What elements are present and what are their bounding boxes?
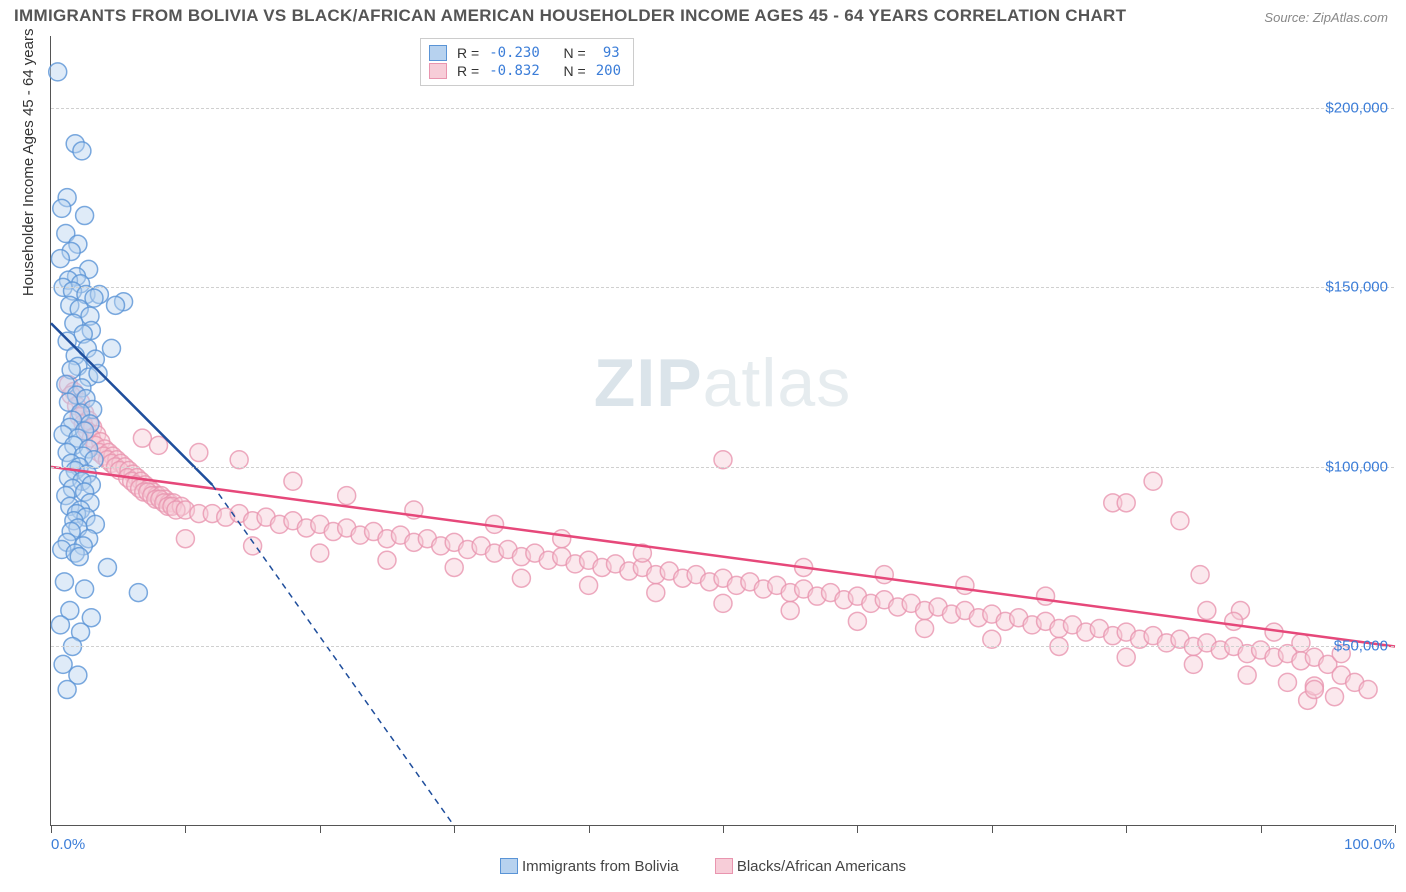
x-tick-label: 100.0% xyxy=(1344,836,1395,853)
y-tick-label: $50,000 xyxy=(1334,638,1388,655)
series-legend: Immigrants from Bolivia Blacks/African A… xyxy=(0,858,1406,879)
source-value: ZipAtlas.com xyxy=(1313,10,1388,25)
swatch-bottom-1 xyxy=(715,858,733,874)
legend-item-1: Blacks/African Americans xyxy=(715,858,906,875)
r-label: R = xyxy=(457,45,479,61)
legend-item-0: Immigrants from Bolivia xyxy=(500,858,679,875)
source-label: Source: xyxy=(1264,10,1309,25)
series-name-1: Blacks/African Americans xyxy=(737,858,906,875)
scatter-svg xyxy=(51,36,1394,825)
r-value-1: -0.832 xyxy=(485,63,544,79)
correlation-legend: R = -0.230 N = 93 R = -0.832 N = 200 xyxy=(420,38,634,86)
legend-row-series-1: R = -0.832 N = 200 xyxy=(429,63,625,79)
series-name-0: Immigrants from Bolivia xyxy=(522,858,679,875)
n-label: N = xyxy=(564,63,586,79)
swatch-series-1 xyxy=(429,63,447,79)
n-value-1: 200 xyxy=(592,63,625,79)
source-attribution: Source: ZipAtlas.com xyxy=(1264,10,1388,25)
r-value-0: -0.230 xyxy=(485,45,544,61)
x-tick-label: 0.0% xyxy=(51,836,85,853)
swatch-series-0 xyxy=(429,45,447,61)
chart-title: IMMIGRANTS FROM BOLIVIA VS BLACK/AFRICAN… xyxy=(14,6,1126,26)
y-axis-label: Householder Income Ages 45 - 64 years xyxy=(20,29,37,297)
n-label: N = xyxy=(564,45,586,61)
r-label: R = xyxy=(457,63,479,79)
y-tick-label: $150,000 xyxy=(1325,279,1388,296)
y-tick-label: $200,000 xyxy=(1325,99,1388,116)
y-tick-label: $100,000 xyxy=(1325,458,1388,475)
swatch-bottom-0 xyxy=(500,858,518,874)
legend-row-series-0: R = -0.230 N = 93 xyxy=(429,45,625,61)
plot-area: ZIPatlas $50,000$100,000$150,000$200,000… xyxy=(50,36,1394,826)
n-value-0: 93 xyxy=(592,45,624,61)
